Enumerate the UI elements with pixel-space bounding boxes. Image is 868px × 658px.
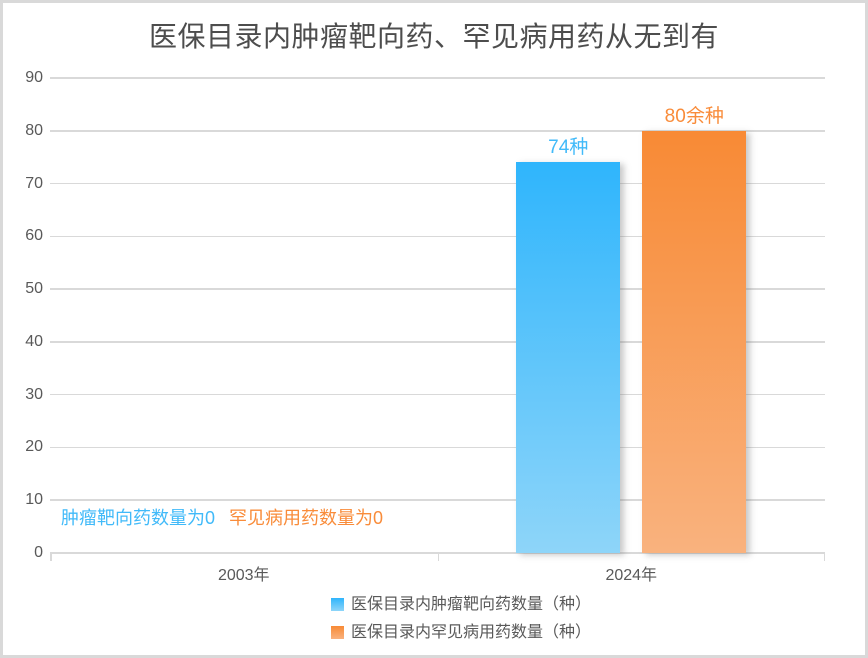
x-axis-label: 2003年 <box>217 567 270 584</box>
annotation-tumor-zero: 肿瘤靶向药数量为0 <box>61 508 216 528</box>
legend: 医保目录内肿瘤靶向药数量（种） 医保目录内罕见病用药数量（种） <box>331 595 591 651</box>
y-axis-label: 40 <box>25 332 43 350</box>
y-axis-label: 50 <box>25 280 43 298</box>
gridline <box>50 446 825 449</box>
legend-swatch-blue-icon <box>331 598 344 611</box>
legend-label-rare-disease: 医保目录内罕见病用药数量（种） <box>351 624 592 641</box>
gridline <box>50 130 825 132</box>
chart-title: 医保目录内肿瘤靶向药、罕见病用药从无到有 <box>148 21 719 52</box>
gridline <box>50 288 825 290</box>
annotation-rare-disease-zero: 罕见病用药数量为0 <box>229 508 384 528</box>
zero-value-annotations: 肿瘤靶向药数量为0 罕见病用药数量为0 <box>61 504 397 530</box>
y-axis-label: 60 <box>25 227 43 245</box>
legend-swatch-orange-icon <box>331 626 344 639</box>
legend-item-tumor: 医保目录内肿瘤靶向药数量（种） <box>331 595 591 623</box>
y-axis-label: 20 <box>25 438 43 456</box>
y-axis-label: 0 <box>34 544 43 561</box>
x-axis-tick <box>823 553 825 561</box>
gridline <box>50 182 825 185</box>
x-axis-label: 2024年 <box>605 567 658 584</box>
y-axis-label: 30 <box>25 385 43 403</box>
x-axis-tick <box>50 553 52 561</box>
y-axis-label: 10 <box>25 491 43 509</box>
gridline <box>50 499 825 501</box>
y-axis-label: 70 <box>25 174 43 192</box>
x-axis-tick <box>437 553 439 561</box>
legend-label-tumor: 医保目录内肿瘤靶向药数量（种） <box>351 596 592 613</box>
y-axis-label: 90 <box>25 69 43 86</box>
bar-series-0-2024年 <box>516 162 621 553</box>
bar-series-1-2024年 <box>642 130 747 553</box>
gridline <box>50 393 825 396</box>
bar-value-label: 74种 <box>548 137 589 159</box>
bar-value-label: 80余种 <box>664 105 724 127</box>
gridline <box>50 341 825 343</box>
legend-item-rare-disease: 医保目录内罕见病用药数量（种） <box>331 623 591 651</box>
plot-area: 2003年 2024年 74种 80余种 <box>50 77 825 584</box>
gridline <box>50 235 825 238</box>
gridline <box>50 77 825 79</box>
y-axis-label: 80 <box>25 121 43 139</box>
